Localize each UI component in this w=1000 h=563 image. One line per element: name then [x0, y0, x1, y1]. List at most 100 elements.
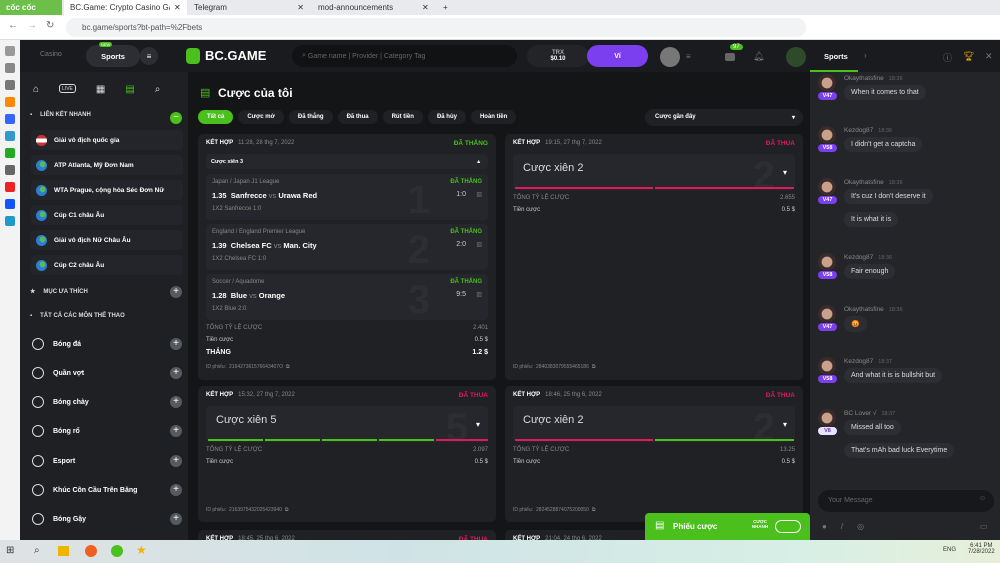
- username[interactable]: Kezdog87 18:36: [844, 254, 892, 261]
- chat-tab-sports[interactable]: Sports: [824, 52, 848, 61]
- username[interactable]: BC Lover √ 18:37: [844, 410, 895, 417]
- trophy-icon[interactable]: 🏆︎: [963, 51, 975, 61]
- forward-icon[interactable]: →: [27, 20, 37, 31]
- explorer-icon[interactable]: [58, 546, 69, 556]
- collapse-quick-links[interactable]: −: [170, 112, 182, 124]
- new-tab-button[interactable]: +: [443, 3, 448, 12]
- username[interactable]: Okaythatsfine 18:36: [844, 75, 903, 82]
- notes-icon[interactable]: [5, 80, 15, 90]
- expand-button[interactable]: +: [170, 513, 182, 525]
- username[interactable]: Okaythatsfine 18:36: [844, 306, 903, 313]
- home-icon[interactable]: ⌂: [33, 84, 40, 95]
- sort-select[interactable]: Cược gần đây ▾: [645, 109, 803, 126]
- settings-icon[interactable]: [5, 46, 15, 56]
- expand-button[interactable]: +: [170, 367, 182, 379]
- casino-link[interactable]: Casino: [40, 51, 62, 58]
- copy-icon[interactable]: ⧉: [591, 364, 596, 370]
- avatar[interactable]: [818, 357, 836, 375]
- tab-won[interactable]: Đã thắng: [288, 110, 333, 124]
- quick-link[interactable]: Cúp C1 châu Âu: [31, 205, 183, 225]
- currency-selector[interactable]: TRX $0.10: [527, 45, 589, 67]
- stats-icon[interactable]: ▥: [476, 292, 482, 298]
- star-app-icon[interactable]: ★: [136, 543, 147, 557]
- parlay-toggle[interactable]: Cược xiên 2 2 ▾: [513, 406, 795, 442]
- tab-bcgame[interactable]: BC.Game: Crypto Casino Gan ✕: [64, 0, 187, 15]
- copy-icon[interactable]: ⧉: [284, 507, 289, 513]
- quick-link[interactable]: WTA Prague, cộng hòa Séc Đơn Nữ: [31, 180, 183, 200]
- language[interactable]: ENG: [943, 547, 957, 553]
- sports-link[interactable]: Sports: [86, 45, 140, 67]
- expand-button[interactable]: +: [170, 484, 182, 496]
- avatar[interactable]: [660, 47, 680, 67]
- quick-link[interactable]: Cúp C2 châu Âu: [31, 255, 183, 275]
- tab-open[interactable]: Cược mở: [238, 110, 284, 124]
- firefox-icon[interactable]: [85, 545, 97, 557]
- facebook-icon[interactable]: [5, 199, 15, 209]
- gif-icon[interactable]: ◎: [857, 522, 865, 531]
- back-icon[interactable]: ←: [8, 20, 18, 31]
- logo[interactable]: BC.GAME: [205, 48, 267, 63]
- live-icon[interactable]: LIVE: [59, 84, 76, 93]
- mail-icon[interactable]: [725, 53, 735, 61]
- sport-item[interactable]: Bóng chày: [32, 396, 180, 408]
- stats-icon[interactable]: ▥: [476, 192, 482, 198]
- username[interactable]: Kezdog87 18:37: [844, 358, 892, 365]
- emoji-icon[interactable]: ☺: [978, 495, 986, 502]
- parlay-toggle[interactable]: Cược xiên 5 5 ▾: [206, 406, 488, 442]
- search-input[interactable]: ⌕ Game name | Provider | Category Tag: [292, 45, 517, 67]
- tab-lost[interactable]: Đã thua: [337, 110, 378, 124]
- expand-button[interactable]: +: [170, 396, 182, 408]
- username[interactable]: Kezdog87 18:36: [844, 127, 892, 134]
- avatar[interactable]: [818, 126, 836, 144]
- coin-icon[interactable]: ●: [822, 522, 827, 531]
- sport-item[interactable]: Khúc Côn Cầu Trên Băng: [32, 484, 180, 496]
- telegram-icon[interactable]: [5, 216, 15, 226]
- copy-icon[interactable]: ⧉: [285, 364, 290, 370]
- avatar[interactable]: [818, 74, 836, 92]
- browser-brand[interactable]: cốc cốc: [0, 0, 62, 15]
- username[interactable]: Okaythatsfine 18:36: [844, 179, 903, 186]
- sport-item[interactable]: Esport: [32, 455, 180, 467]
- sport-item[interactable]: Quần vợt: [32, 367, 180, 379]
- menu-icon[interactable]: ≡: [140, 47, 158, 65]
- messenger-icon[interactable]: [5, 114, 15, 124]
- tab-cancelled[interactable]: Đã hủy: [427, 110, 466, 124]
- copy-icon[interactable]: ⧉: [591, 507, 596, 513]
- reload-icon[interactable]: ↻: [46, 20, 55, 31]
- sport-item[interactable]: Bóng Gậy: [32, 513, 180, 525]
- game-icon[interactable]: [5, 148, 15, 158]
- expand-button[interactable]: +: [170, 425, 182, 437]
- clock[interactable]: 6:41 PM 7/28/2022: [968, 543, 995, 555]
- avatar[interactable]: [818, 253, 836, 271]
- youtube-icon[interactable]: [5, 182, 15, 192]
- shop-icon[interactable]: [5, 97, 15, 107]
- stats-icon[interactable]: ▥: [476, 242, 482, 248]
- tab-telegram[interactable]: Telegram ✕: [188, 0, 310, 15]
- close-icon[interactable]: ✕: [422, 3, 429, 12]
- search-icon[interactable]: ⌕: [154, 84, 161, 95]
- keyboard-icon[interactable]: ▭: [980, 522, 988, 531]
- add-icon[interactable]: [5, 165, 15, 175]
- avatar[interactable]: [818, 178, 836, 196]
- avatar[interactable]: [818, 409, 836, 427]
- windows-icon[interactable]: ⊞: [6, 545, 15, 556]
- sport-item[interactable]: Bóng đá: [32, 338, 180, 350]
- tab-mod[interactable]: mod-announcements ✕: [312, 0, 437, 15]
- chevron-right-icon[interactable]: ›: [864, 51, 867, 60]
- slash-command-icon[interactable]: /: [840, 522, 844, 531]
- close-icon[interactable]: ✕: [174, 3, 181, 12]
- sport-item[interactable]: Bóng rổ: [32, 425, 180, 437]
- quick-link[interactable]: ATP Atlanta, Mỹ Đơn Nam: [31, 155, 183, 175]
- bets-icon[interactable]: ▤: [125, 84, 135, 95]
- parlay-toggle[interactable]: Cược xiên 3 ▴: [206, 154, 488, 169]
- close-icon[interactable]: ✕: [985, 51, 993, 61]
- coccoc-icon[interactable]: [111, 545, 123, 557]
- quick-link[interactable]: Giải vô địch Nữ Châu Âu: [31, 230, 183, 250]
- parlay-toggle[interactable]: Cược xiên 2 2 ▾: [513, 154, 795, 190]
- tab-refund[interactable]: Hoàn tiền: [470, 110, 517, 124]
- add-favorite-button[interactable]: +: [170, 286, 182, 298]
- list-icon[interactable]: ≡: [686, 52, 691, 61]
- expand-button[interactable]: +: [170, 455, 182, 467]
- quick-link[interactable]: Giải vô địch quốc gia: [31, 130, 183, 150]
- search-icon[interactable]: ⌕: [34, 545, 40, 556]
